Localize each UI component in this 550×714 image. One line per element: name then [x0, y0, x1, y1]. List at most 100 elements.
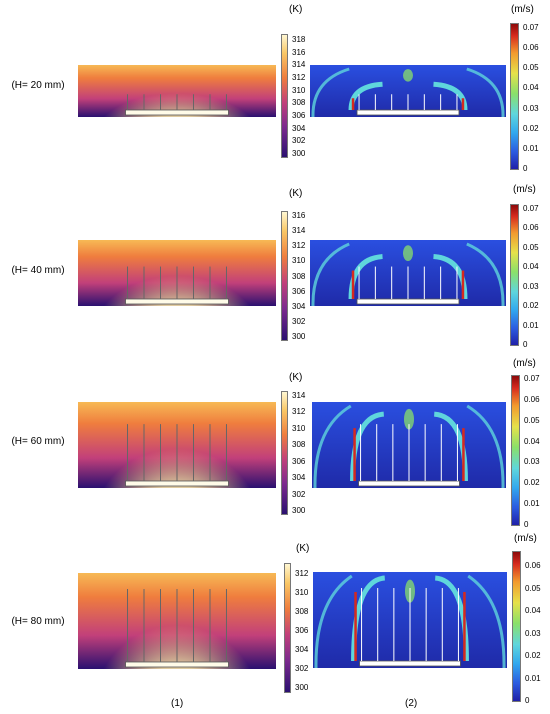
- row-label-h80: (H= 80 mm): [11, 616, 65, 627]
- temp-tick-label: 300: [292, 332, 306, 341]
- temp-tick-label: 308: [292, 271, 306, 281]
- temp-tick-label: 304: [292, 473, 306, 483]
- temp-unit-label-h80: (K): [296, 543, 310, 554]
- temp-tick-label: 314: [292, 226, 306, 236]
- heat-sink-base: [356, 109, 460, 116]
- wall-flow-left: [311, 242, 350, 306]
- column-label-velocity: (2): [405, 698, 418, 709]
- vel-tick-label: 0: [523, 164, 528, 173]
- temp-tick-label: 302: [295, 664, 309, 673]
- temp-tick-label: 308: [295, 607, 309, 616]
- column-label-temperature: (1): [171, 698, 184, 709]
- temp-tick-label: 312: [292, 241, 306, 251]
- temp-colorbar-h40: [281, 211, 288, 341]
- row-label-h40: (H= 40 mm): [11, 265, 65, 276]
- temp-tick-label: 310: [292, 423, 306, 433]
- vel-tick-label: 0.01: [523, 143, 539, 153]
- temp-unit-label-h40: (K): [289, 188, 303, 199]
- heat-sink-base: [125, 480, 229, 487]
- vel-tick-label: 0.06: [524, 394, 540, 404]
- row-label-h60: (H= 60 mm): [11, 436, 65, 447]
- temperature-plot-h60: [78, 402, 276, 488]
- temp-tick-label: 304: [295, 645, 309, 654]
- vel-tick-label: 0: [523, 340, 528, 349]
- temp-tick-label: 304: [292, 123, 306, 133]
- vel-tick-label: 0.01: [524, 499, 540, 509]
- vel-tick-label: 0.03: [523, 103, 539, 113]
- temp-tick-label: 308: [292, 98, 306, 108]
- temp-tick-label: 318: [292, 35, 306, 44]
- hot-plume: [93, 65, 261, 117]
- vel-tick-label: 0.04: [525, 606, 541, 615]
- temp-tick-label: 306: [295, 626, 309, 635]
- vel-tick-label: 0.05: [525, 583, 541, 593]
- vel-tick-label: 0.04: [523, 262, 539, 272]
- vel-colorbar-h60: [511, 375, 520, 526]
- heat-sink-base: [125, 661, 229, 668]
- temp-tick-label: 312: [295, 569, 309, 578]
- flow-arc-right: [433, 81, 468, 111]
- vel-tick-label: 0.06: [525, 561, 541, 570]
- vel-colorbar-h40: [510, 204, 519, 346]
- vel-tick-label: 0.02: [525, 651, 541, 660]
- temp-tick-label: 314: [292, 391, 306, 400]
- heat-sink-base: [125, 109, 229, 116]
- velocity-plot-h40: [310, 240, 506, 306]
- vel-tick-label: 0.06: [523, 43, 539, 53]
- temp-tick-label: 310: [295, 588, 309, 597]
- temperature-plot-h20: [78, 65, 276, 117]
- velocity-plot-h20: [310, 65, 506, 117]
- vel-colorbar-h20: [510, 23, 519, 170]
- vel-tick-label: 0: [525, 696, 530, 705]
- temp-tick-label: 300: [292, 149, 306, 158]
- vel-tick-label: 0.07: [524, 374, 540, 383]
- temperature-plot-h40: [78, 240, 276, 306]
- central-plume: [404, 408, 414, 430]
- vel-unit-label-h60: (m/s): [513, 358, 536, 369]
- vel-colorbar-h80: [512, 551, 521, 702]
- vel-tick-label: 0.03: [523, 281, 539, 291]
- temp-tick-label: 316: [292, 47, 306, 57]
- temp-colorbar-h60: [281, 391, 288, 515]
- temperature-plot-h80: [78, 573, 276, 669]
- temp-tick-label: 310: [292, 256, 306, 266]
- vel-unit-label-h80: (m/s): [514, 533, 537, 544]
- temp-tick-label: 308: [292, 440, 306, 450]
- flow-arc-left: [348, 81, 383, 111]
- temp-tick-label: 306: [292, 111, 306, 120]
- wall-flow-left: [314, 574, 353, 668]
- wall-flow-right: [467, 574, 506, 668]
- velocity-plot-h60: [312, 402, 506, 488]
- heat-sink-base: [356, 298, 460, 305]
- velocity-plot-h80: [313, 572, 507, 668]
- temp-tick-label: 302: [292, 316, 306, 326]
- vel-tick-label: 0.06: [523, 223, 539, 233]
- vel-tick-label: 0.01: [523, 320, 539, 330]
- vel-tick-label: 0.04: [524, 436, 540, 446]
- vel-tick-label: 0.03: [524, 457, 540, 467]
- temp-unit-label-h60: (K): [289, 372, 303, 383]
- temp-tick-label: 306: [292, 286, 306, 296]
- vel-tick-label: 0.07: [523, 204, 539, 213]
- vel-tick-label: 0.05: [524, 415, 540, 425]
- temp-tick-label: 312: [292, 73, 306, 82]
- heat-sink-base: [359, 660, 461, 667]
- temp-tick-label: 302: [292, 489, 306, 499]
- vel-tick-label: 0.03: [525, 628, 541, 638]
- temp-tick-label: 302: [292, 136, 306, 146]
- temp-colorbar-h80: [284, 563, 291, 693]
- vel-tick-label: 0: [524, 520, 529, 529]
- temp-tick-label: 312: [292, 407, 306, 417]
- wall-flow-right: [466, 67, 505, 117]
- temp-colorbar-h20: [281, 34, 288, 158]
- temp-tick-label: 300: [292, 506, 306, 515]
- vel-tick-label: 0.05: [523, 63, 539, 73]
- vel-tick-label: 0.01: [525, 673, 541, 683]
- wall-flow-left: [311, 67, 350, 117]
- vel-unit-label-h40: (m/s): [513, 184, 536, 195]
- wall-flow-right: [466, 242, 505, 306]
- temp-tick-label: 300: [295, 683, 309, 692]
- vel-tick-label: 0.04: [523, 83, 539, 93]
- vel-tick-label: 0.05: [523, 242, 539, 252]
- vel-tick-label: 0.02: [523, 301, 539, 311]
